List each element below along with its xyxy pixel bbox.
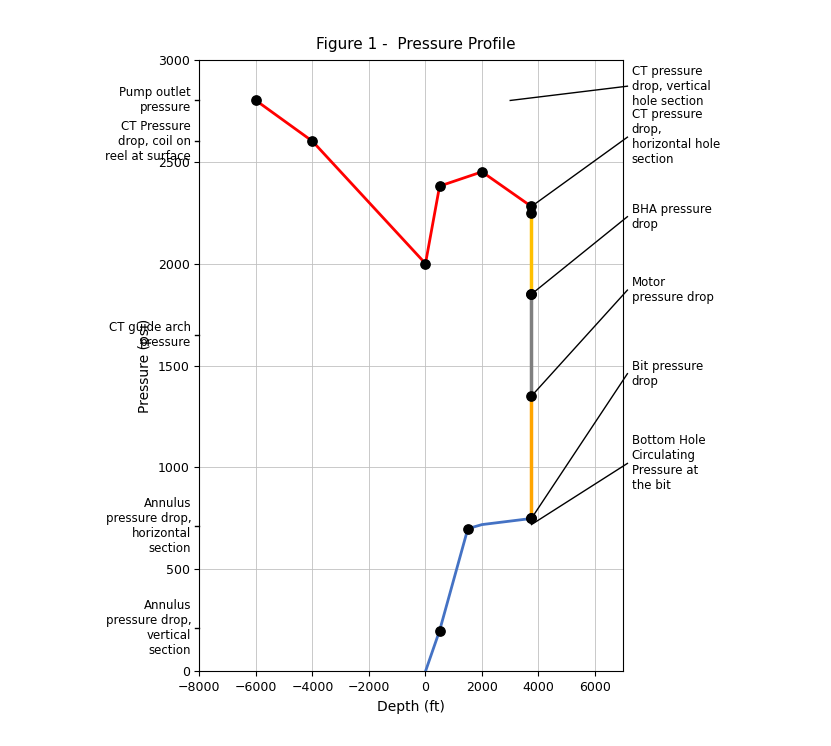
Point — [461, 523, 475, 535]
Text: Bit pressure
drop: Bit pressure drop — [632, 360, 703, 388]
Point — [475, 166, 489, 178]
X-axis label: Depth (ft): Depth (ft) — [377, 700, 445, 714]
Text: Annulus
pressure drop,
vertical
section: Annulus pressure drop, vertical section — [106, 598, 191, 656]
Text: Annulus
pressure drop,
horizontal
section: Annulus pressure drop, horizontal sectio… — [106, 497, 191, 554]
Y-axis label: Pressure (psi): Pressure (psi) — [138, 319, 152, 413]
Point — [525, 201, 538, 213]
Text: Figure 1 -  Pressure Profile: Figure 1 - Pressure Profile — [316, 37, 515, 52]
Point — [525, 390, 538, 402]
Text: BHA pressure
drop: BHA pressure drop — [632, 203, 711, 231]
Text: Motor
pressure drop: Motor pressure drop — [632, 276, 714, 304]
Text: Pump outlet
pressure: Pump outlet pressure — [120, 87, 191, 114]
Point — [525, 513, 538, 524]
Text: CT Pressure
drop, coil on
reel at surface: CT Pressure drop, coil on reel at surfac… — [106, 120, 191, 163]
Text: CT pressure
drop,
horizontal hole
section: CT pressure drop, horizontal hole sectio… — [632, 108, 720, 166]
Point — [525, 207, 538, 219]
Point — [249, 95, 263, 107]
Point — [525, 513, 538, 524]
Point — [306, 135, 319, 147]
Point — [419, 257, 432, 269]
Point — [433, 624, 446, 636]
Text: Bottom Hole
Circulating
Pressure at
the bit: Bottom Hole Circulating Pressure at the … — [632, 434, 706, 492]
Point — [433, 180, 446, 192]
Point — [525, 288, 538, 300]
Text: CT guide arch
pressure: CT guide arch pressure — [109, 321, 191, 349]
Point — [525, 288, 538, 300]
Text: CT pressure
drop, vertical
hole section: CT pressure drop, vertical hole section — [632, 65, 711, 107]
